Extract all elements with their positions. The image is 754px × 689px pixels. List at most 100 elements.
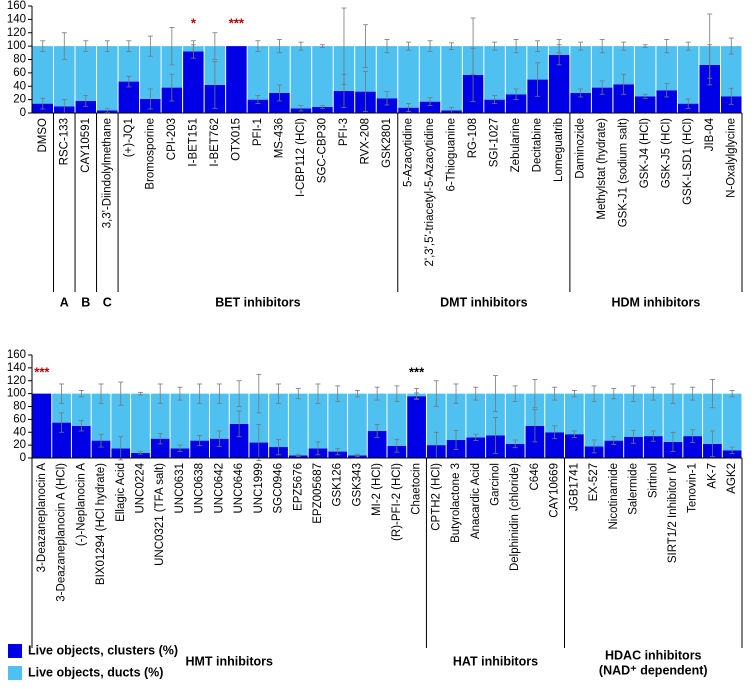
- error-bar: [374, 386, 380, 401]
- bar-segment: [683, 393, 703, 437]
- bar-segment: [170, 393, 190, 449]
- error-bar: [98, 383, 104, 404]
- error-bar: [535, 62, 541, 97]
- x-tick-label: (-)-Neplanocin A: [75, 463, 87, 546]
- bar-segment: [663, 393, 683, 442]
- group-label: B: [81, 295, 90, 309]
- y-tick-label: 140: [7, 362, 26, 374]
- error-bar: [729, 390, 735, 398]
- error-bar: [137, 451, 143, 455]
- error-bar: [685, 41, 691, 51]
- error-bar: [276, 84, 282, 102]
- bar-segment: [170, 448, 190, 458]
- error-bar: [512, 385, 518, 402]
- bar-segment: [407, 396, 426, 458]
- error-bar: [212, 61, 218, 109]
- y-tick-label: 60: [13, 67, 26, 79]
- error-bar: [556, 39, 562, 54]
- bar-segment: [505, 46, 527, 95]
- x-tick-label: SGC-CBP30: [316, 118, 328, 183]
- bar-segment: [54, 46, 75, 107]
- bar-segment: [426, 393, 446, 446]
- error-bar: [631, 385, 637, 402]
- error-bar: [406, 103, 412, 113]
- legend-swatch: [8, 644, 22, 658]
- bar-segment: [634, 46, 656, 97]
- bar-segment: [699, 64, 720, 113]
- bar-segment: [249, 393, 269, 443]
- group-label: DMT inhibitors: [440, 295, 528, 309]
- bar-segment: [32, 46, 54, 104]
- bar-segment: [484, 46, 505, 100]
- bar-segment: [419, 46, 441, 102]
- x-tick-label: UNC0638: [194, 463, 206, 514]
- x-tick-label: AGK2: [726, 463, 738, 494]
- x-tick-label: Delphinidin (chloride): [509, 463, 521, 571]
- error-bar: [276, 383, 282, 404]
- group-label: HMT inhibitors: [185, 654, 273, 668]
- bar-segment: [111, 393, 131, 449]
- x-tick-label: Tenovin-1: [687, 463, 699, 513]
- x-tick-label: GSK126: [332, 463, 344, 506]
- error-bar: [354, 453, 360, 458]
- bar-segment: [247, 46, 269, 100]
- bar-segment: [677, 46, 699, 104]
- x-tick-label: JIB-04: [704, 117, 716, 151]
- y-tick-label: 60: [13, 413, 26, 425]
- error-bar: [40, 97, 46, 110]
- group-label: HDAC inhibitors: [605, 648, 702, 662]
- bar-segment: [604, 440, 624, 458]
- x-tick-label: Salermide: [628, 463, 640, 515]
- y-tick-label: 140: [7, 13, 26, 25]
- x-tick-label: (+)-JQ1: [123, 118, 135, 157]
- group-sublabel: (NAD⁺ dependent): [599, 663, 708, 677]
- error-bar: [341, 7, 347, 85]
- error-bar: [707, 13, 713, 79]
- error-bar: [492, 95, 498, 105]
- error-bar: [256, 373, 262, 414]
- error-bar: [578, 41, 584, 51]
- error-bar: [177, 386, 183, 401]
- error-bar: [59, 412, 65, 433]
- bar-segment: [722, 393, 742, 451]
- bar-segment: [683, 436, 703, 458]
- error-bar: [256, 424, 262, 461]
- x-tick-label: N-Oxalylglycine: [725, 118, 737, 198]
- x-tick-label: GSK-LSD1 (HCl): [682, 118, 694, 205]
- bar-segment: [269, 393, 288, 448]
- bar-segment: [71, 425, 91, 458]
- error-bar: [621, 41, 627, 51]
- error-bar: [384, 91, 390, 106]
- bar-segment: [591, 87, 613, 113]
- error-bar: [552, 425, 558, 440]
- x-tick-label: OTX015: [230, 118, 242, 161]
- bar-segment: [505, 94, 527, 113]
- error-bar: [190, 40, 196, 52]
- error-bar: [126, 40, 132, 52]
- bar-segment: [97, 46, 118, 111]
- error-bar: [709, 430, 715, 458]
- error-bar: [642, 44, 648, 48]
- error-bar: [169, 73, 175, 102]
- x-tick-label: SIRT1/2 Inhibitor IV: [667, 463, 679, 563]
- bar-segment: [118, 81, 140, 113]
- x-tick-label: I-CBP112 (HCl): [295, 118, 307, 197]
- y-tick-label: 160: [7, 349, 26, 361]
- x-tick-label: JGB1741: [568, 463, 580, 511]
- error-bar: [453, 429, 459, 451]
- error-bar: [470, 17, 476, 75]
- bar-segment: [91, 440, 111, 458]
- bar-segment: [486, 393, 505, 436]
- bar-segment: [269, 92, 290, 113]
- bar-segment: [52, 393, 71, 423]
- y-tick-label: 20: [13, 439, 26, 451]
- x-tick-label: (R)-PFI-2 (HCl): [391, 463, 403, 541]
- error-bar: [40, 40, 46, 52]
- bar-segment: [545, 393, 564, 433]
- group-label: C: [103, 295, 112, 309]
- error-bar: [216, 430, 222, 447]
- x-tick-label: Butyrolactone 3: [450, 463, 462, 543]
- error-bar: [362, 24, 368, 68]
- error-bar: [492, 41, 498, 51]
